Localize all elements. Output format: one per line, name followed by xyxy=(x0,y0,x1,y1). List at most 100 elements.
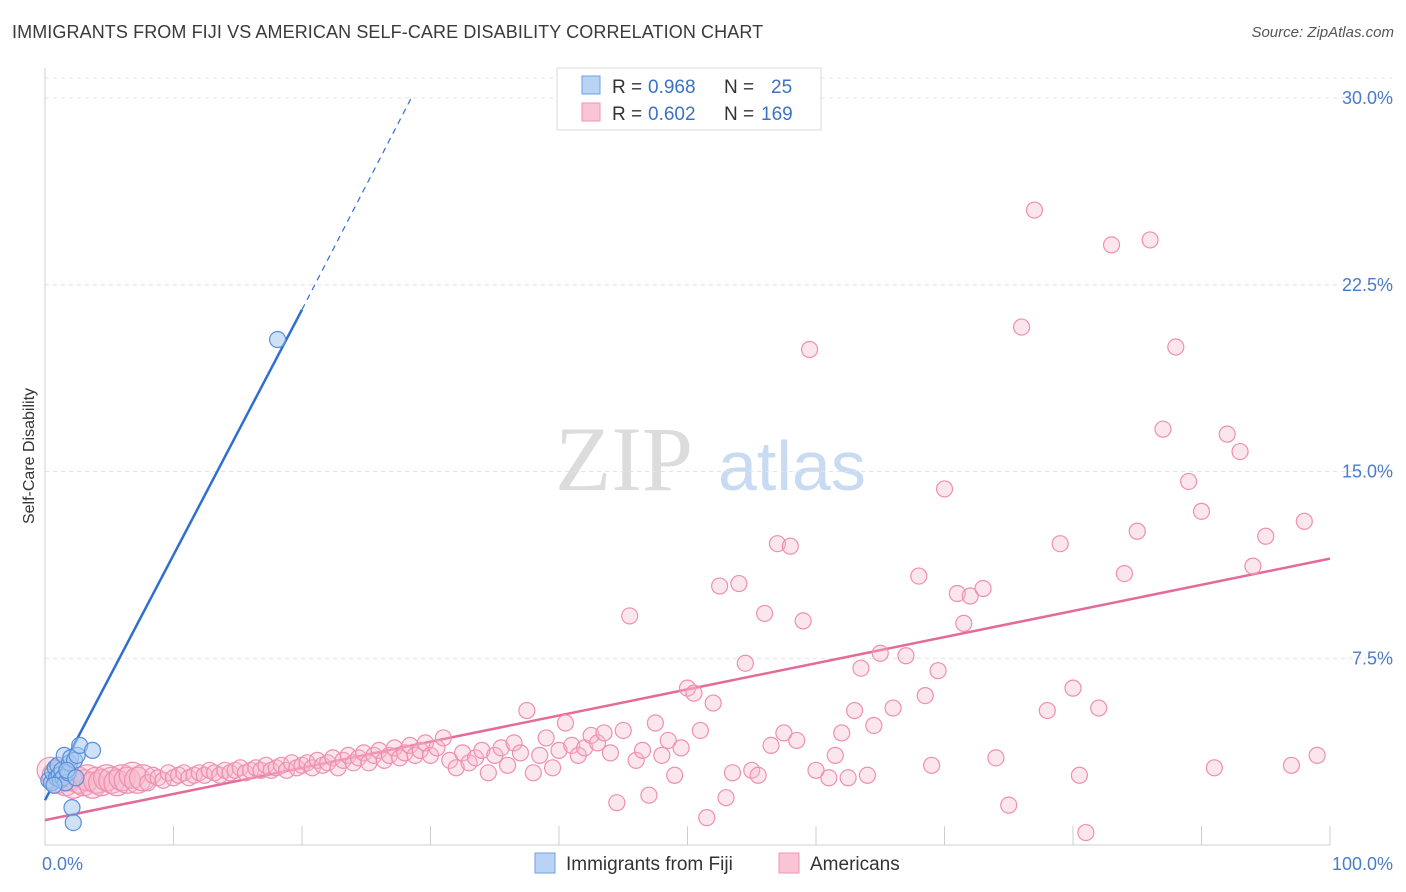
americans-point-112 xyxy=(653,746,671,764)
americans-point-149 xyxy=(916,686,934,705)
bottom-legend-swatch-americans xyxy=(778,852,800,874)
americans-point-173 xyxy=(1180,472,1198,491)
americans-point-108 xyxy=(627,751,645,769)
fiji-trend-extension xyxy=(301,97,412,310)
fiji-point-22 xyxy=(45,776,63,794)
americans-point-114 xyxy=(666,766,684,784)
americans-point-146 xyxy=(884,699,902,717)
x-tick-label-1: 100.0% xyxy=(1332,854,1393,874)
legend-swatch-americans xyxy=(581,102,601,122)
americans-point-113 xyxy=(659,731,677,750)
americans-point-89 xyxy=(505,734,523,752)
americans-point-140 xyxy=(839,769,857,787)
americans-point-118 xyxy=(691,721,709,740)
americans-point-180 xyxy=(1282,756,1301,774)
bottom-legend: Immigrants from Fiji Americans xyxy=(534,852,900,875)
americans-point-143 xyxy=(858,766,877,784)
americans-point-130 xyxy=(768,535,787,553)
source-label: Source: ZipAtlas.com xyxy=(1251,24,1394,41)
fiji-point-16 xyxy=(64,813,82,832)
americans-point-81 xyxy=(454,744,472,762)
americans-point-154 xyxy=(955,614,973,632)
legend-swatch-fiji xyxy=(581,75,601,95)
americans-point-158 xyxy=(1000,796,1018,814)
americans-point-151 xyxy=(929,662,947,680)
x-tick-label-0: 0.0% xyxy=(42,854,83,874)
americans-point-159 xyxy=(1012,318,1031,336)
americans-point-137 xyxy=(820,769,838,787)
americans-point-119 xyxy=(698,809,716,827)
americans-point-98 xyxy=(563,736,581,755)
fiji-point-24 xyxy=(67,769,85,787)
americans-point-105 xyxy=(608,794,626,812)
americans-point-96 xyxy=(550,741,568,759)
americans-point-163 xyxy=(1064,679,1082,697)
americans-points xyxy=(36,201,1326,842)
americans-point-156 xyxy=(974,579,992,598)
americans-point-102 xyxy=(588,734,607,752)
americans-point-181 xyxy=(1295,512,1313,530)
americans-point-150 xyxy=(923,756,941,774)
bottom-legend-fiji: Immigrants from Fiji xyxy=(566,854,733,875)
americans-point-152 xyxy=(935,480,954,498)
americans-point-132 xyxy=(781,537,799,555)
americans-point-15 xyxy=(103,769,131,797)
americans-point-160 xyxy=(1025,201,1044,219)
americans-point-147 xyxy=(897,647,915,665)
americans-point-78 xyxy=(434,729,452,747)
americans-point-87 xyxy=(492,739,510,757)
americans-point-110 xyxy=(640,786,658,804)
americans-point-90 xyxy=(511,744,530,762)
americans-point-135 xyxy=(800,340,819,359)
americans-point-157 xyxy=(987,749,1005,767)
americans-point-155 xyxy=(961,587,979,605)
americans-point-164 xyxy=(1070,766,1089,784)
americans-point-162 xyxy=(1051,535,1069,553)
americans-point-117 xyxy=(685,684,703,702)
americans-point-94 xyxy=(537,729,555,747)
americans-point-120 xyxy=(704,694,722,712)
americans-point-125 xyxy=(736,654,754,672)
americans-point-167 xyxy=(1102,236,1121,254)
americans-point-141 xyxy=(845,701,864,720)
americans-point-109 xyxy=(633,741,652,759)
americans-point-129 xyxy=(762,736,780,755)
americans-point-123 xyxy=(723,764,742,782)
americans-point-153 xyxy=(948,584,966,603)
legend: R = 0.968 N = 25 R = 0.602 N = 169 xyxy=(556,67,822,131)
x-tick-labels: 0.0% 100.0% xyxy=(42,854,1393,874)
y-tick-label-0: 7.5% xyxy=(1352,648,1393,668)
y-axis-label: Self-Care Disability xyxy=(21,388,38,524)
fiji-trend-line xyxy=(43,309,304,801)
fiji-point-20 xyxy=(83,741,102,759)
americans-point-97 xyxy=(556,714,575,732)
y-tick-label-3: 30.0% xyxy=(1342,88,1393,108)
americans-point-139 xyxy=(833,724,851,742)
americans-point-178 xyxy=(1244,557,1262,575)
americans-point-88 xyxy=(499,756,517,774)
americans-point-136 xyxy=(807,761,825,779)
americans-point-111 xyxy=(646,714,664,732)
americans-point-142 xyxy=(852,659,870,677)
americans-point-77 xyxy=(428,739,446,757)
legend-r-label-2: R = xyxy=(612,104,642,125)
americans-point-175 xyxy=(1205,759,1223,777)
legend-r-value-1: 0.968 xyxy=(648,77,696,98)
y-tick-labels: 7.5% 15.0% 22.5% 30.0% xyxy=(1342,88,1393,668)
americans-point-103 xyxy=(595,724,613,742)
americans-point-182 xyxy=(1308,746,1326,764)
americans-point-84 xyxy=(473,741,491,759)
americans-point-115 xyxy=(672,739,690,757)
legend-r-value-2: 0.602 xyxy=(648,104,696,125)
americans-point-172 xyxy=(1167,338,1185,356)
americans-point-95 xyxy=(543,759,562,777)
americans-point-179 xyxy=(1257,527,1275,545)
americans-point-85 xyxy=(479,764,497,782)
americans-point-107 xyxy=(621,607,639,625)
axes xyxy=(44,68,1331,846)
legend-n-value-1: 25 xyxy=(771,77,792,98)
legend-n-label-2: N = xyxy=(724,104,754,125)
legend-n-value-2: 169 xyxy=(761,104,793,125)
americans-point-177 xyxy=(1231,442,1249,461)
